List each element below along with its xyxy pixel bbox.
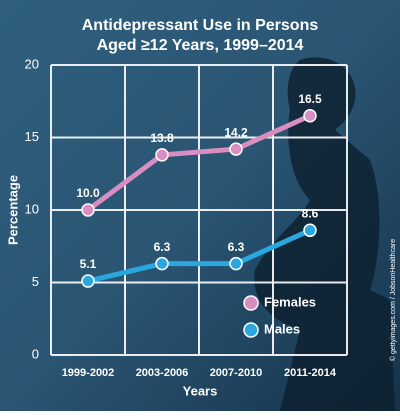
legend-label: Females xyxy=(264,294,316,309)
silhouette xyxy=(254,57,395,411)
value-label: 10.0 xyxy=(76,186,100,200)
y-tick-label: 20 xyxy=(25,56,39,71)
credit: © gettyimages.com / JobsonHealthcare xyxy=(389,239,397,361)
value-label: 13.8 xyxy=(150,131,174,145)
point xyxy=(303,109,317,123)
point xyxy=(155,256,169,271)
value-label: 6.3 xyxy=(154,240,171,254)
point xyxy=(81,274,95,288)
point xyxy=(155,148,169,162)
legend-marker xyxy=(243,322,259,338)
x-tick-label: 2003-2006 xyxy=(136,367,189,379)
point xyxy=(229,142,243,156)
legend-marker xyxy=(243,295,259,311)
x-tick-label: 2011-2014 xyxy=(284,367,337,379)
value-label: 6.3 xyxy=(228,240,245,254)
chart-title: Antidepressant Use in Persons Aged ≥12 Ye… xyxy=(82,17,319,54)
y-tick-label: 0 xyxy=(32,346,39,361)
y-tick-label: 15 xyxy=(25,129,39,144)
point xyxy=(229,256,243,271)
value-label: 5.1 xyxy=(80,257,97,271)
x-tick-label: 1999-2002 xyxy=(62,367,115,379)
value-label: 8.6 xyxy=(302,206,319,220)
value-label: 16.5 xyxy=(298,92,322,106)
x-axis-label: Years xyxy=(183,383,218,398)
y-tick-label: 5 xyxy=(32,274,39,289)
point xyxy=(303,223,317,238)
value-label: 14.2 xyxy=(224,125,248,139)
point xyxy=(81,203,95,217)
legend-label: Males xyxy=(264,321,300,336)
series-line xyxy=(87,228,312,284)
y-tick-label: 10 xyxy=(25,201,39,216)
y-axis-label: Percentage xyxy=(5,175,20,245)
x-tick-label: 2007-2010 xyxy=(210,367,263,379)
series-line xyxy=(86,113,312,213)
